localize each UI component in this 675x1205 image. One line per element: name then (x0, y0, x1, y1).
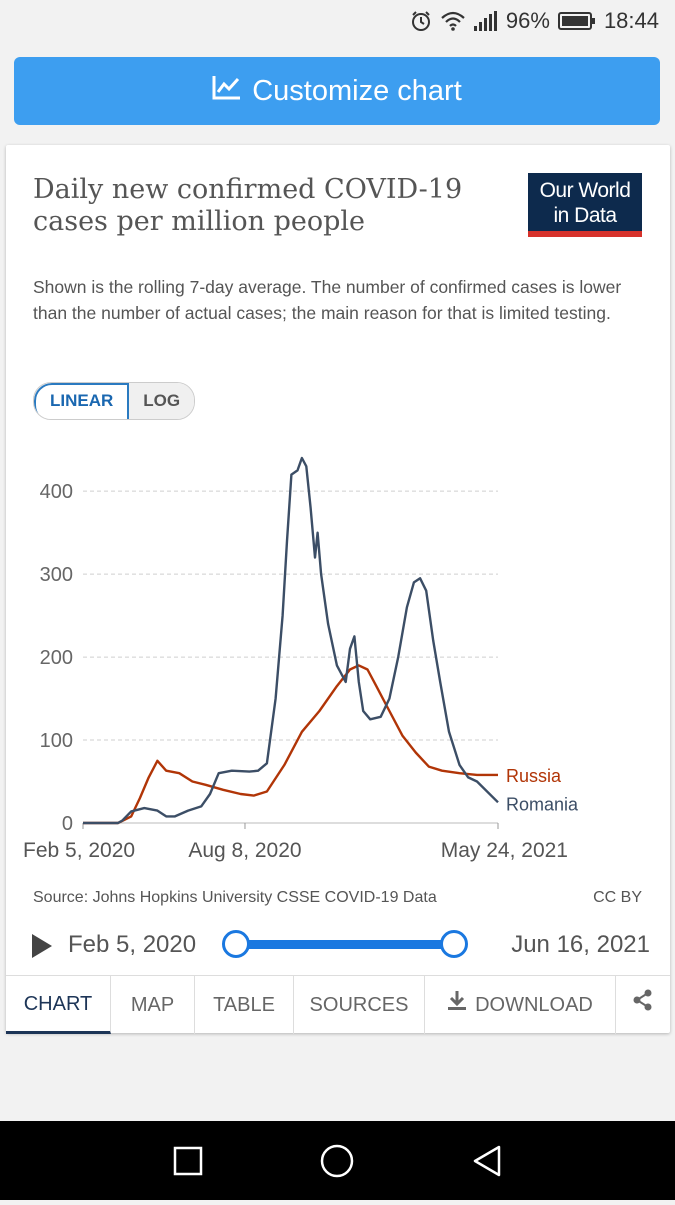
y-tick-label: 100 (40, 730, 73, 752)
scale-toggle: LINEAR LOG (33, 382, 196, 420)
chart-card: Daily new confirmed COVID-19 cases per m… (6, 145, 670, 1034)
owid-logo[interactable]: Our World in Data (528, 173, 642, 237)
x-axis-ticks: Feb 5, 2020 Aug 8, 2020 May 24, 2021 (23, 823, 568, 862)
x-tick-label: Aug 8, 2020 (188, 839, 301, 862)
timeline-start: Feb 5, 2020 (68, 931, 197, 958)
recent-apps-icon[interactable] (173, 1146, 203, 1176)
y-tick-label: 0 (62, 813, 73, 835)
series-line-romania[interactable] (83, 456, 499, 825)
y-tick-label: 200 (40, 647, 73, 669)
series-line-russia[interactable] (83, 664, 498, 825)
signal-icon (473, 11, 498, 31)
customize-chart-button[interactable]: Customize chart (14, 57, 660, 125)
series-label-russia[interactable]: Russia (506, 766, 562, 786)
share-icon (633, 975, 653, 1035)
chart-title: Daily new confirmed COVID-19 cases per m… (33, 174, 463, 237)
tab-sources[interactable]: SOURCES (294, 976, 425, 1034)
wifi-icon (440, 10, 466, 32)
series-labels: Russia Romania (506, 766, 579, 814)
download-label: DOWNLOAD (475, 994, 593, 1016)
tab-table[interactable]: TABLE (195, 976, 294, 1034)
timeline: Feb 5, 2020 Jun 16, 2021 (28, 925, 658, 965)
license-note[interactable]: CC BY (593, 889, 642, 906)
tab-download[interactable]: DOWNLOAD (425, 976, 616, 1034)
clock-time: 18:44 (603, 8, 659, 33)
timeline-start-handle[interactable] (222, 930, 250, 958)
logo-line-2: in Data (553, 204, 617, 227)
source-note[interactable]: Source: Johns Hopkins University CSSE CO… (33, 889, 437, 906)
y-tick-label: 300 (40, 564, 73, 586)
download-icon (447, 975, 467, 1035)
tab-map[interactable]: MAP (111, 976, 195, 1034)
line-chart: 0 100 200 300 400 Feb 5, 2020 Aug 8, 2020 May … (23, 456, 579, 862)
log-button[interactable]: LOG (129, 383, 195, 419)
alarm-icon (410, 10, 432, 32)
android-nav-bar (0, 1121, 675, 1200)
y-axis-ticks: 0 100 200 300 400 (40, 481, 73, 835)
timeline-end-handle[interactable] (440, 930, 468, 958)
chart-subtitle: Shown is the rolling 7-day average. The … (33, 277, 622, 323)
chart-icon (212, 74, 242, 108)
chart-tabs: CHART MAP TABLE SOURCES DOWNLOAD (6, 975, 670, 1034)
series-lines (83, 456, 499, 825)
logo-line-1: Our World (539, 179, 631, 202)
tab-share[interactable] (616, 976, 670, 1034)
x-tick-label: Feb 5, 2020 (23, 839, 135, 862)
timeline-track[interactable] (235, 940, 453, 949)
linear-button[interactable]: LINEAR (34, 383, 130, 419)
back-icon[interactable] (473, 1145, 501, 1177)
customize-chart-label: Customize chart (252, 74, 462, 107)
battery-percent: 96% (505, 8, 550, 33)
status-bar: 96% 18:44 (0, 0, 675, 46)
grid-lines (83, 490, 498, 824)
timeline-end: Jun 16, 2021 (511, 931, 650, 958)
y-tick-label: 400 (40, 481, 73, 503)
battery-icon (557, 12, 596, 30)
tab-chart[interactable]: CHART (6, 976, 111, 1034)
series-label-romania[interactable]: Romania (506, 794, 579, 814)
play-icon[interactable] (32, 934, 52, 958)
home-icon[interactable] (320, 1144, 354, 1178)
x-tick-label: May 24, 2021 (441, 839, 568, 862)
